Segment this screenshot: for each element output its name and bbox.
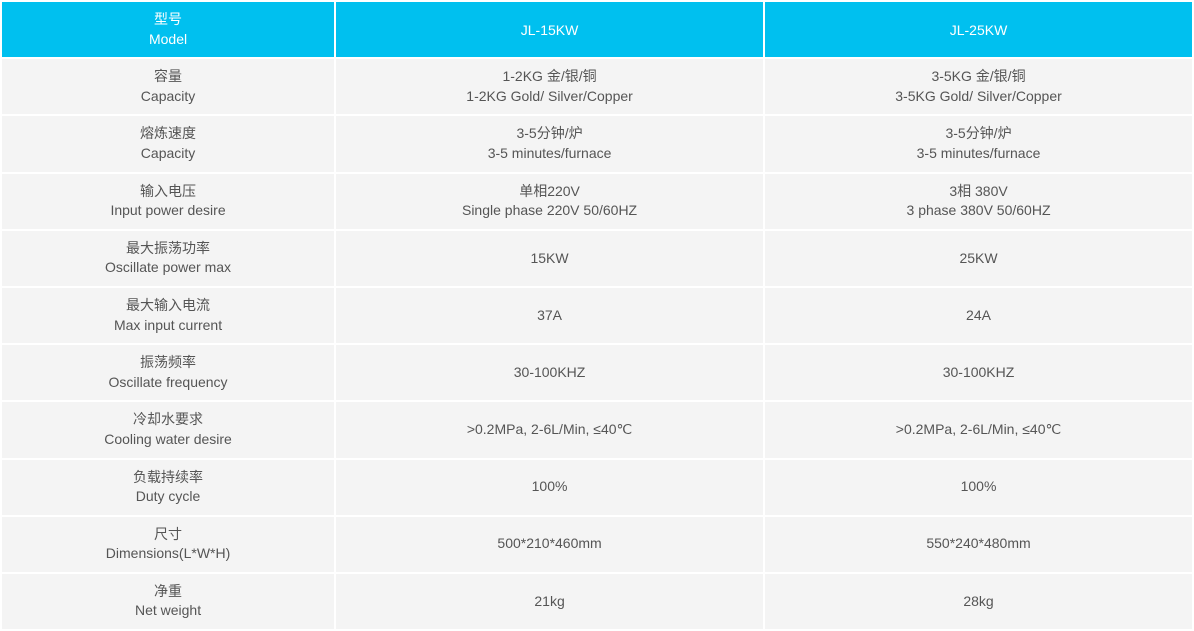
table-row: 净重Net weight21kg28kg <box>2 574 1192 629</box>
header-col1: JL-15KW <box>336 2 763 57</box>
row-label-en: Cooling water desire <box>6 430 330 450</box>
row-value-2-zh: 3-5KG 金/银/铜 <box>769 67 1188 87</box>
row-label-zh: 尺寸 <box>6 525 330 545</box>
row-value-1-en: 3-5 minutes/furnace <box>340 144 759 164</box>
header-model: 型号 Model <box>2 2 334 57</box>
row-value-1: >0.2MPa, 2-6L/Min, ≤40℃ <box>336 402 763 457</box>
row-label-en: Oscillate frequency <box>6 373 330 393</box>
row-value-1: 单相220VSingle phase 220V 50/60HZ <box>336 174 763 229</box>
row-value-2: 100% <box>765 460 1192 515</box>
table-row: 最大输入电流Max input current37A24A <box>2 288 1192 343</box>
row-value-2-zh: 3相 380V <box>769 182 1188 202</box>
row-value-1: 3-5分钟/炉3-5 minutes/furnace <box>336 116 763 171</box>
row-label: 负载持续率Duty cycle <box>2 460 334 515</box>
table-header-row: 型号 Model JL-15KW JL-25KW <box>2 2 1192 57</box>
row-value-1: 15KW <box>336 231 763 286</box>
table-row: 输入电压Input power desire单相220VSingle phase… <box>2 174 1192 229</box>
row-value-1-en: Single phase 220V 50/60HZ <box>340 201 759 221</box>
row-label: 冷却水要求Cooling water desire <box>2 402 334 457</box>
row-value-2: 30-100KHZ <box>765 345 1192 400</box>
header-model-zh: 型号 <box>6 10 330 30</box>
row-label-zh: 振荡频率 <box>6 353 330 373</box>
row-label-zh: 容量 <box>6 67 330 87</box>
table-row: 振荡频率Oscillate frequency30-100KHZ30-100KH… <box>2 345 1192 400</box>
row-label-zh: 冷却水要求 <box>6 410 330 430</box>
row-label-en: Input power desire <box>6 201 330 221</box>
row-label-zh: 负载持续率 <box>6 468 330 488</box>
row-label: 容量Capacity <box>2 59 334 114</box>
row-label-en: Dimensions(L*W*H) <box>6 544 330 564</box>
row-value-1: 37A <box>336 288 763 343</box>
row-value-2: 3-5KG 金/银/铜3-5KG Gold/ Silver/Copper <box>765 59 1192 114</box>
row-value-1: 1-2KG 金/银/铜1-2KG Gold/ Silver/Copper <box>336 59 763 114</box>
table-row: 熔炼速度Capacity3-5分钟/炉3-5 minutes/furnace3-… <box>2 116 1192 171</box>
table-row: 最大振荡功率Oscillate power max15KW25KW <box>2 231 1192 286</box>
row-value-1-zh: 单相220V <box>340 182 759 202</box>
row-value-2: 550*240*480mm <box>765 517 1192 572</box>
header-col2: JL-25KW <box>765 2 1192 57</box>
header-model-en: Model <box>6 30 330 50</box>
row-value-1-zh: 1-2KG 金/银/铜 <box>340 67 759 87</box>
row-label-zh: 熔炼速度 <box>6 124 330 144</box>
table-row: 负载持续率Duty cycle100%100% <box>2 460 1192 515</box>
row-label-en: Max input current <box>6 316 330 336</box>
row-value-2: 3相 380V3 phase 380V 50/60HZ <box>765 174 1192 229</box>
row-value-1: 100% <box>336 460 763 515</box>
row-value-2-zh: 3-5分钟/炉 <box>769 124 1188 144</box>
table-row: 容量Capacity1-2KG 金/银/铜1-2KG Gold/ Silver/… <box>2 59 1192 114</box>
row-value-1: 500*210*460mm <box>336 517 763 572</box>
table-body: 容量Capacity1-2KG 金/银/铜1-2KG Gold/ Silver/… <box>2 59 1192 629</box>
row-label-en: Capacity <box>6 87 330 107</box>
row-label: 最大输入电流Max input current <box>2 288 334 343</box>
row-label-zh: 净重 <box>6 582 330 602</box>
row-value-2: 28kg <box>765 574 1192 629</box>
table-row: 尺寸Dimensions(L*W*H)500*210*460mm550*240*… <box>2 517 1192 572</box>
row-value-1-zh: 3-5分钟/炉 <box>340 124 759 144</box>
row-value-1: 30-100KHZ <box>336 345 763 400</box>
row-value-2: 3-5分钟/炉3-5 minutes/furnace <box>765 116 1192 171</box>
row-value-2-en: 3-5 minutes/furnace <box>769 144 1188 164</box>
row-label-en: Duty cycle <box>6 487 330 507</box>
row-label-zh: 最大振荡功率 <box>6 239 330 259</box>
row-label-zh: 最大输入电流 <box>6 296 330 316</box>
row-value-2-en: 3-5KG Gold/ Silver/Copper <box>769 87 1188 107</box>
table-row: 冷却水要求Cooling water desire>0.2MPa, 2-6L/M… <box>2 402 1192 457</box>
row-label: 最大振荡功率Oscillate power max <box>2 231 334 286</box>
row-value-2: >0.2MPa, 2-6L/Min, ≤40℃ <box>765 402 1192 457</box>
row-label: 净重Net weight <box>2 574 334 629</box>
row-value-1: 21kg <box>336 574 763 629</box>
row-label-en: Net weight <box>6 601 330 621</box>
row-label: 尺寸Dimensions(L*W*H) <box>2 517 334 572</box>
row-value-2: 25KW <box>765 231 1192 286</box>
spec-table: 型号 Model JL-15KW JL-25KW 容量Capacity1-2KG… <box>0 0 1194 631</box>
row-label-en: Oscillate power max <box>6 258 330 278</box>
row-label: 熔炼速度Capacity <box>2 116 334 171</box>
row-value-2-en: 3 phase 380V 50/60HZ <box>769 201 1188 221</box>
row-label: 振荡频率Oscillate frequency <box>2 345 334 400</box>
row-label-en: Capacity <box>6 144 330 164</box>
row-label: 输入电压Input power desire <box>2 174 334 229</box>
row-value-1-en: 1-2KG Gold/ Silver/Copper <box>340 87 759 107</box>
row-label-zh: 输入电压 <box>6 182 330 202</box>
row-value-2: 24A <box>765 288 1192 343</box>
